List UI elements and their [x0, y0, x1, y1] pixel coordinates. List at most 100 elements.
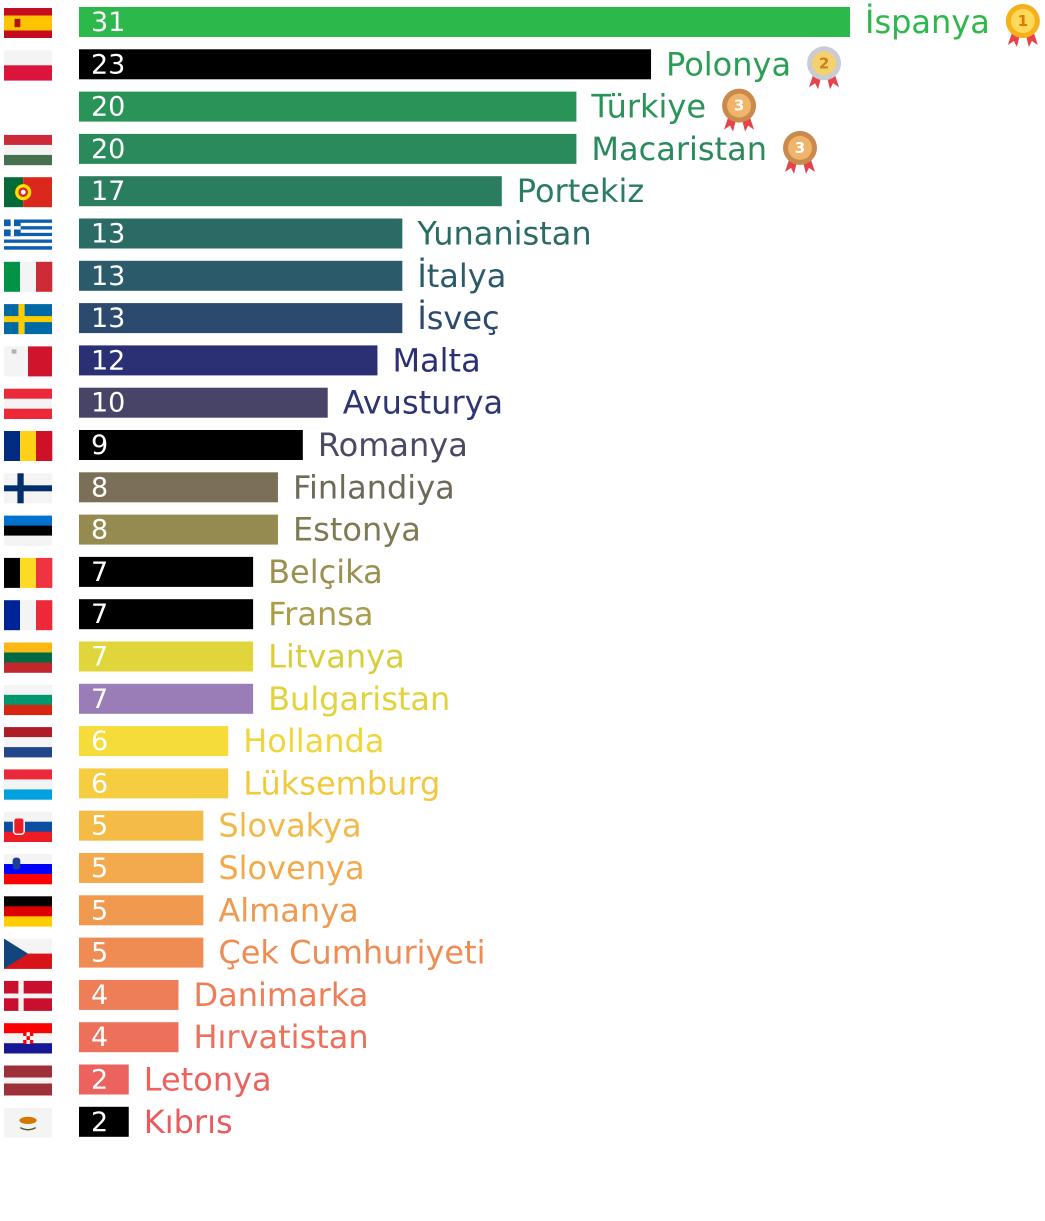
slovakia-flag-icon: [4, 811, 52, 842]
greece-flag-icon: [4, 219, 52, 250]
bar: [79, 133, 577, 164]
medal-icon: 3: [722, 88, 757, 132]
bar-category-label: Fransa: [268, 595, 373, 633]
bar-value-label: 8: [91, 472, 108, 503]
bar-value-label: 7: [91, 684, 108, 715]
bar-value-label: 7: [91, 642, 108, 673]
bar-category-label: Portekiz: [517, 172, 644, 210]
bar-row: 5 Slovakya: [4, 807, 362, 845]
bar: [79, 1064, 129, 1095]
lithuania-flag-icon: [4, 642, 52, 673]
bar: [79, 303, 403, 334]
bar-category-label: Slovenya: [218, 849, 364, 887]
romania-flag-icon: [4, 431, 53, 461]
bar-value-label: 2: [91, 1065, 108, 1096]
bar-row: 31 İspanya 1: [4, 3, 1040, 47]
bar-value-label: 13: [91, 261, 125, 292]
bar-row: 13 İsveç: [4, 299, 500, 337]
bar-category-label: Lüksemburg: [243, 764, 440, 802]
bar-row: 2 Kıbrıs: [4, 1103, 233, 1141]
portugal-flag-icon: [4, 177, 52, 208]
bar-value-label: 12: [91, 345, 125, 376]
bar-row: 4 Hırvatistan: [4, 1018, 369, 1056]
bar: [79, 895, 204, 926]
bar-row: 5 Çek Cumhuriyeti: [4, 934, 486, 972]
bar: [79, 430, 303, 460]
hungary-flag-icon: [4, 134, 52, 166]
bar-row: 5 Almanya: [4, 891, 359, 929]
bar: [79, 49, 652, 80]
bar: [79, 853, 204, 883]
svg-text:3: 3: [795, 139, 805, 157]
bar: [79, 345, 378, 376]
bar-value-label: 23: [91, 49, 125, 80]
bar-row: 6 Hollanda: [4, 722, 384, 760]
bar-value-label: 31: [91, 7, 125, 38]
bar: [79, 472, 278, 503]
bar-category-label: Hırvatistan: [193, 1018, 368, 1056]
medal-icon: 2: [807, 46, 842, 90]
bar-value-label: 17: [91, 176, 125, 207]
bar-value-label: 5: [91, 895, 108, 926]
bar-value-label: 4: [91, 1022, 108, 1053]
bar: [79, 1022, 179, 1053]
bar-category-label: Litvanya: [268, 638, 405, 676]
bar: [79, 218, 403, 249]
bar-category-label: Almanya: [218, 891, 358, 929]
croatia-flag-icon: [4, 1023, 52, 1054]
bar-category-label: Belçika: [268, 553, 383, 591]
bar: [79, 556, 254, 587]
bar-category-label: Slovakya: [218, 807, 361, 845]
bar-category-label: Finlandiya: [293, 468, 455, 506]
bar: [79, 683, 254, 714]
bar-value-label: 5: [91, 853, 108, 884]
finland-flag-icon: [4, 473, 52, 504]
bar: [79, 937, 204, 968]
bar-value-label: 20: [91, 92, 125, 123]
bar-value-label: 6: [91, 768, 108, 799]
bar-value-label: 7: [91, 599, 108, 630]
cyprus-flag-icon: [4, 1107, 52, 1138]
bar-row: 17 Portekiz: [4, 172, 644, 210]
bar-value-label: 13: [91, 219, 125, 250]
bar: [79, 810, 204, 841]
bar-category-label: Türkiye: [590, 88, 706, 126]
bar-category-label: Estonya: [293, 511, 421, 549]
bar: [79, 726, 229, 757]
bar: [79, 260, 403, 291]
bar-row: 4 Danimarka: [4, 976, 368, 1014]
bar-category-label: Danimarka: [193, 976, 368, 1014]
czech-flag-icon: [4, 938, 52, 969]
bar-value-label: 5: [91, 811, 108, 842]
bar-row: 5 Slovenya: [4, 849, 365, 887]
bar-row: 7 Belçika: [4, 553, 383, 591]
bar: [79, 979, 179, 1010]
slovenia-flag-icon: [4, 854, 52, 885]
france-flag-icon: [4, 600, 53, 631]
bar-row: 10 Avusturya: [4, 384, 503, 422]
bar-row: 12 Malta: [4, 341, 481, 379]
bar: [79, 514, 278, 545]
bar-row: 20 Macaristan 3: [4, 130, 817, 174]
bar-row: 13 İtalya: [4, 257, 506, 295]
bar-category-label: Yunanistan: [416, 215, 591, 253]
bar-row: 8 Estonya: [4, 511, 421, 549]
medal-icon: 3: [782, 130, 817, 174]
svg-text:2: 2: [819, 54, 829, 72]
bar-row: 7 Litvanya: [4, 638, 405, 676]
bar-row: 9 Romanya: [4, 426, 468, 464]
bar-value-label: 7: [91, 557, 108, 588]
bar-row: 8 Finlandiya: [4, 468, 455, 506]
bar-category-label: İspanya: [865, 3, 990, 41]
svg-text:1: 1: [1018, 12, 1028, 30]
bar-category-label: Avusturya: [343, 384, 503, 422]
sweden-flag-icon: [4, 304, 52, 335]
bar-row: 23 Polonya 2: [4, 45, 842, 90]
bar-row: 6 Lüksemburg: [4, 764, 440, 802]
estonia-flag-icon: [4, 515, 52, 546]
bar-category-label: Bulgaristan: [268, 680, 450, 718]
bar: [79, 599, 254, 630]
bar-row: 13 Yunanistan: [4, 215, 592, 253]
bar-category-label: Romanya: [318, 426, 468, 464]
